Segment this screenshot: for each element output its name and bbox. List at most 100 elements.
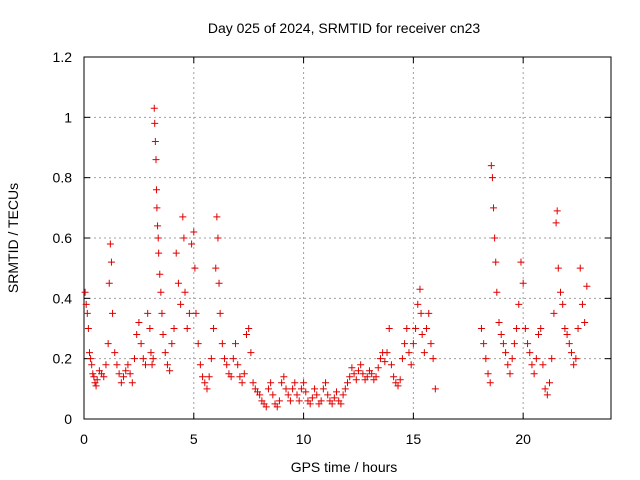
data-point	[374, 364, 382, 372]
data-point	[139, 355, 147, 363]
data-point	[543, 391, 551, 399]
data-point	[240, 370, 248, 378]
data-point	[128, 379, 136, 387]
data-point	[427, 340, 435, 348]
data-point	[84, 325, 92, 332]
data-point	[273, 403, 281, 411]
data-point	[546, 379, 554, 387]
data-point	[416, 285, 424, 293]
data-point	[423, 325, 431, 332]
data-point	[137, 340, 145, 348]
data-point	[102, 361, 110, 369]
data-point	[390, 373, 398, 381]
y-tick-label: 1.2	[53, 49, 73, 65]
data-point	[207, 355, 215, 363]
data-point	[322, 379, 330, 387]
data-point	[293, 391, 301, 399]
data-point	[302, 388, 310, 396]
data-point	[280, 373, 288, 381]
data-point	[203, 385, 211, 393]
data-point	[398, 355, 406, 363]
data-point	[172, 249, 180, 257]
y-tick-label: 0.4	[53, 290, 73, 306]
data-point	[535, 331, 543, 339]
x-tick-label: 0	[80, 431, 88, 447]
data-point	[394, 382, 402, 390]
data-point	[192, 309, 200, 317]
data-point	[111, 349, 119, 357]
data-point	[554, 264, 562, 272]
data-point	[499, 340, 507, 348]
data-point	[262, 403, 270, 411]
data-point	[264, 385, 272, 393]
data-point	[567, 349, 575, 357]
data-point	[576, 264, 584, 272]
x-tick-label: 15	[406, 431, 422, 447]
data-point	[341, 385, 349, 393]
data-point	[212, 264, 220, 272]
y-tick-label: 0.2	[53, 351, 73, 367]
data-point	[156, 270, 164, 278]
data-point	[242, 331, 250, 339]
data-point	[519, 279, 527, 287]
data-point	[205, 373, 213, 381]
y-tick-label: 0	[64, 411, 72, 427]
data-point	[177, 300, 185, 308]
data-point	[83, 309, 91, 317]
data-point	[131, 355, 139, 363]
data-point	[147, 349, 155, 357]
data-point	[313, 391, 321, 399]
data-point	[191, 264, 199, 272]
data-point	[417, 309, 425, 317]
data-point	[223, 361, 231, 369]
data-point	[89, 370, 97, 378]
data-point	[249, 379, 257, 387]
data-point	[572, 355, 580, 363]
data-point	[537, 325, 545, 332]
chart-title: Day 025 of 2024, SRMTID for receiver cn2…	[208, 20, 481, 36]
data-point	[148, 361, 156, 369]
data-point	[247, 349, 255, 357]
data-point	[484, 370, 492, 378]
data-point	[170, 325, 178, 332]
data-point	[530, 370, 538, 378]
data-point	[504, 361, 512, 369]
data-point	[431, 385, 439, 393]
data-point	[87, 355, 95, 363]
data-point	[122, 367, 130, 375]
y-axis-title: SRMTID / TECUs	[5, 183, 21, 293]
data-point	[113, 361, 121, 369]
data-point	[161, 349, 169, 357]
data-point	[81, 288, 89, 296]
data-point	[418, 331, 426, 339]
data-point	[510, 340, 518, 348]
data-point	[385, 325, 393, 332]
data-point	[324, 391, 332, 399]
data-point	[107, 258, 115, 266]
data-point	[526, 349, 534, 357]
data-point	[188, 240, 196, 248]
data-point	[396, 376, 404, 384]
data-point	[570, 361, 578, 369]
data-point	[151, 119, 159, 127]
data-point	[328, 400, 336, 408]
data-point	[289, 385, 297, 393]
data-point	[105, 279, 113, 287]
x-tick-label: 5	[190, 431, 198, 447]
data-point	[275, 397, 283, 405]
data-point	[550, 309, 558, 317]
data-point	[100, 373, 108, 381]
data-point	[381, 358, 389, 366]
data-point	[201, 379, 209, 387]
data-point	[194, 340, 202, 348]
data-point	[179, 213, 187, 221]
data-point	[405, 349, 413, 357]
data-point	[213, 213, 221, 221]
data-point	[267, 379, 275, 387]
data-point	[368, 370, 376, 378]
data-points	[81, 104, 591, 411]
data-point	[300, 379, 308, 387]
data-point	[286, 397, 294, 405]
data-point	[583, 282, 591, 290]
data-point	[153, 204, 161, 212]
